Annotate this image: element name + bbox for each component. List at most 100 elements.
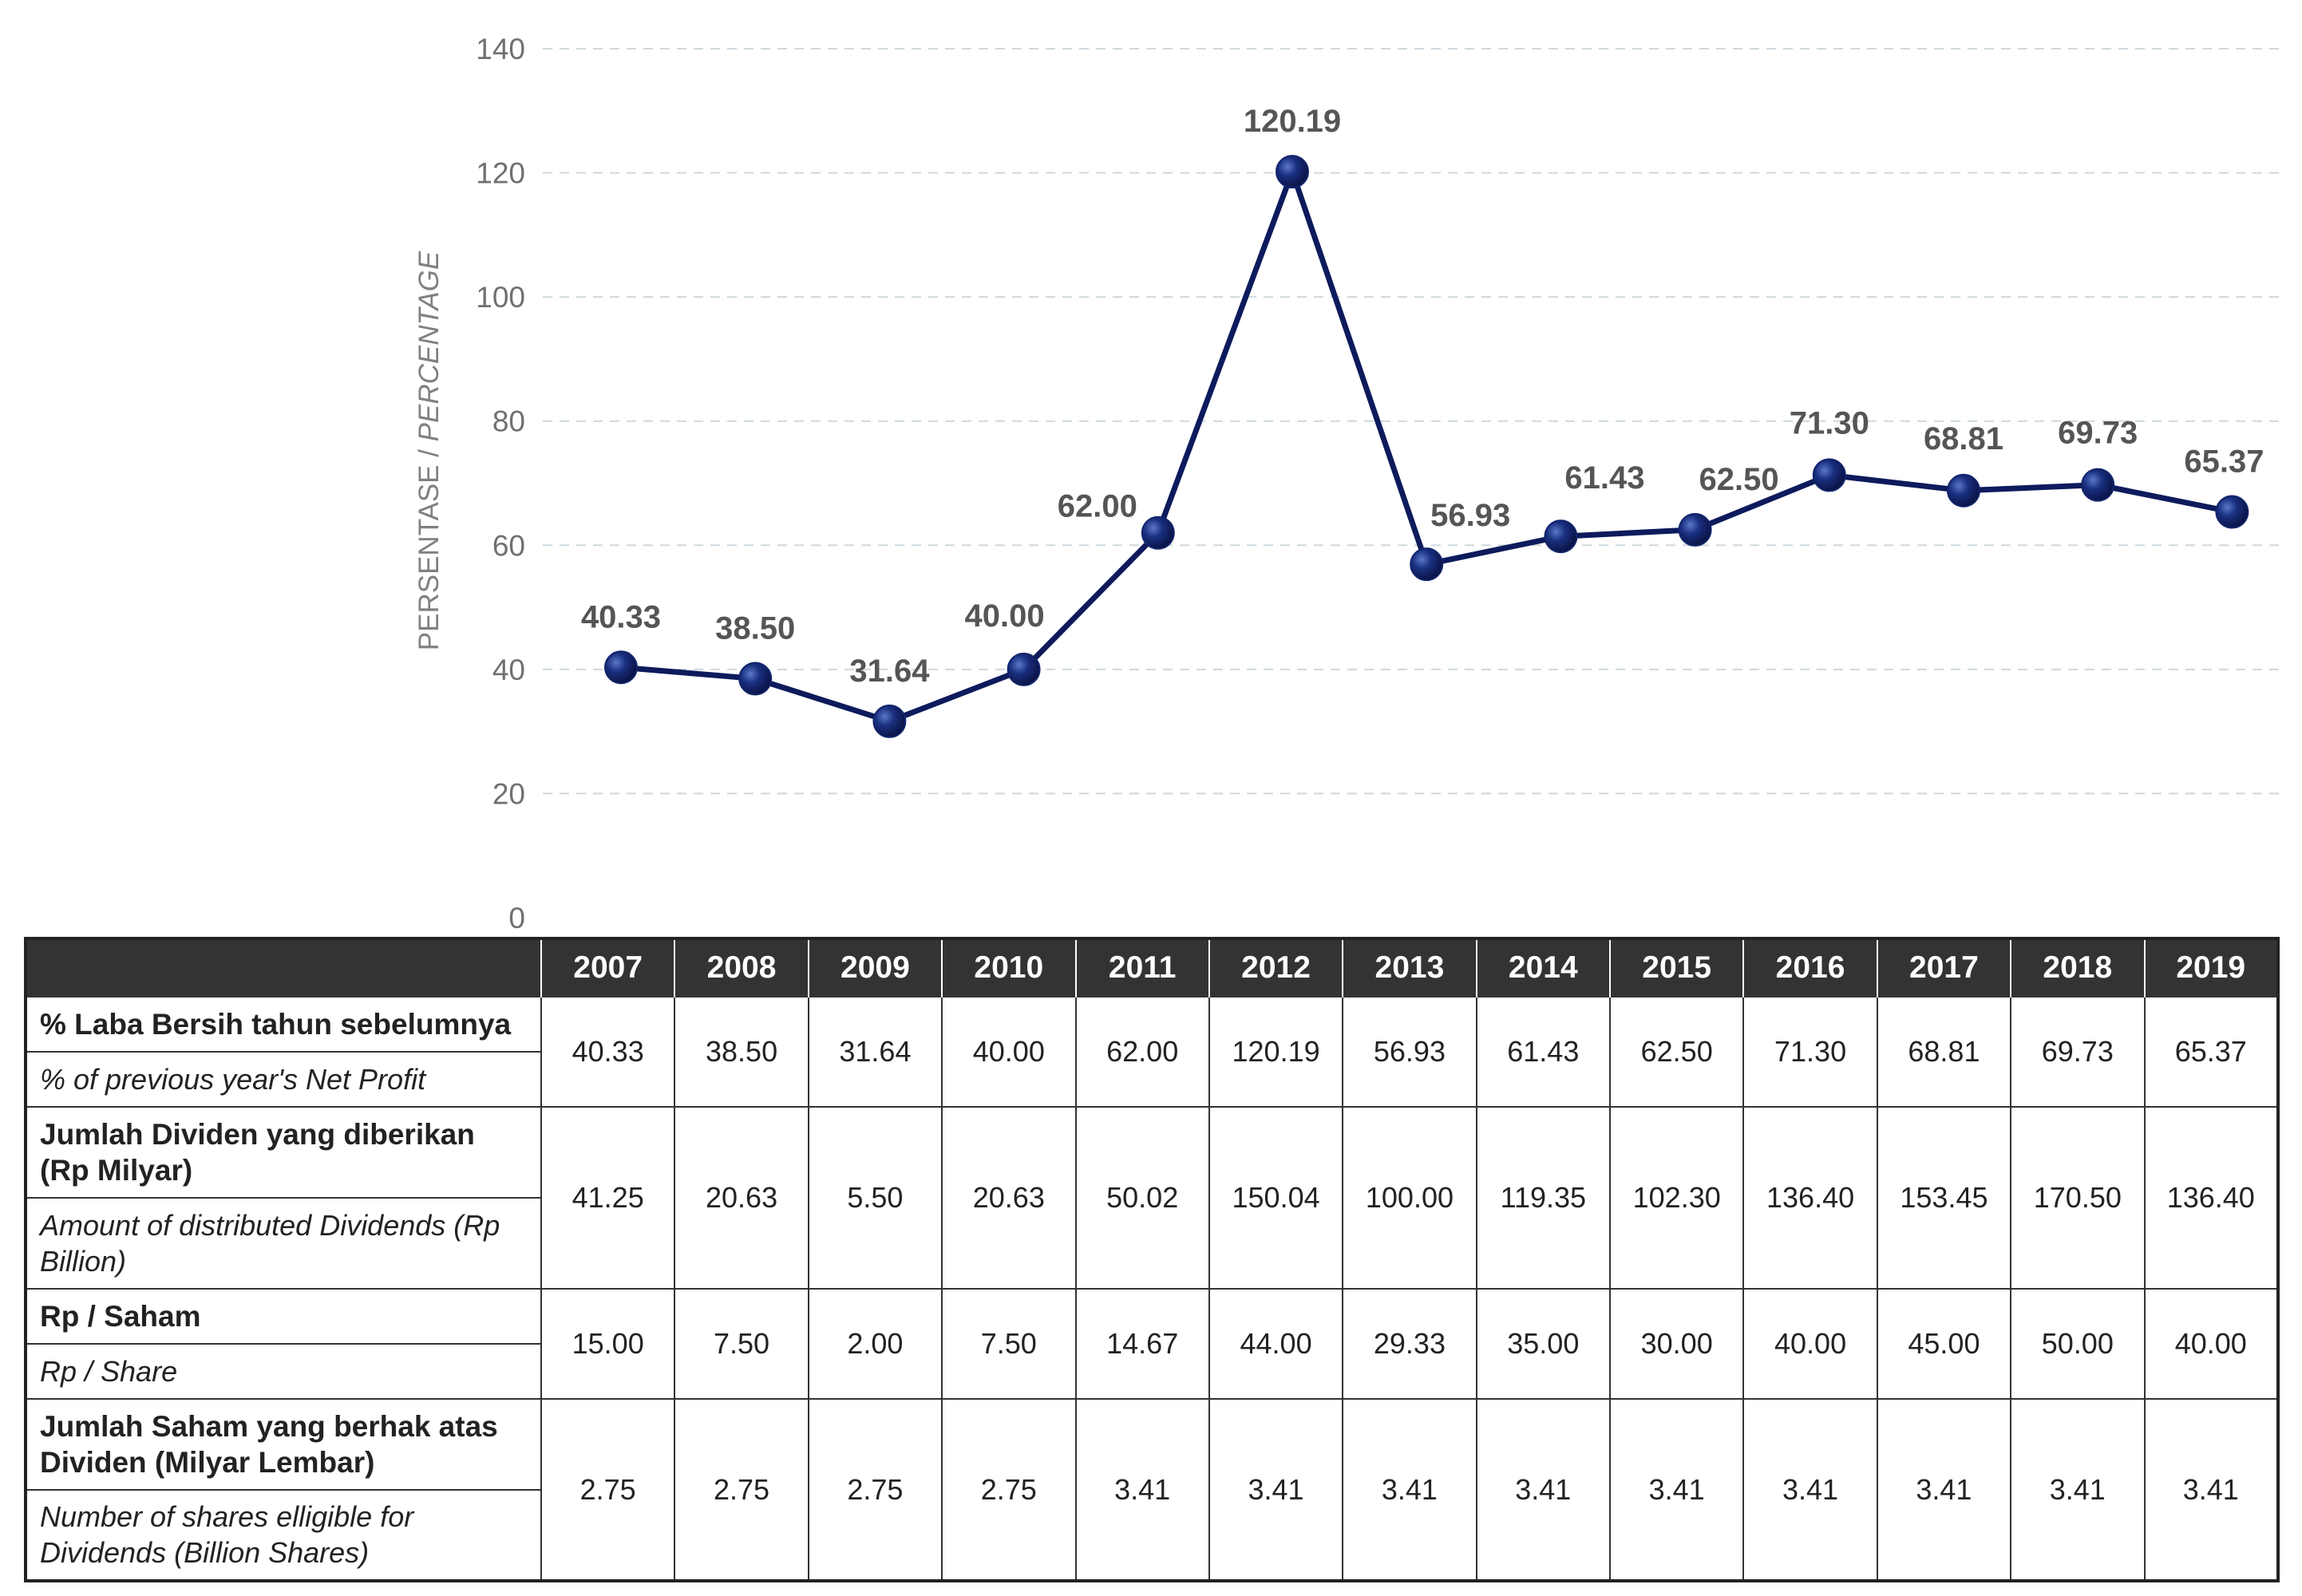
table-cell: 40.00 — [1742, 1288, 1878, 1400]
y-tick-label: 100 — [476, 281, 525, 314]
table-cell: 56.93 — [1342, 996, 1477, 1108]
data-point-marker — [1141, 516, 1175, 550]
data-value-label: 69.73 — [2058, 416, 2138, 451]
table-cell: 150.04 — [1208, 1106, 1344, 1290]
table-cell: 20.63 — [674, 1106, 809, 1290]
y-tick-label: 120 — [476, 157, 525, 190]
table-row-eligible-shares: Jumlah Saham yang berhak atas Dividen (M… — [25, 1398, 2279, 1582]
data-point-marker — [1947, 473, 1980, 508]
data-value-label: 40.00 — [965, 598, 1045, 634]
row-label-english: Number of shares elligible for Dividends… — [40, 1500, 414, 1570]
year-header: 2015 — [1608, 938, 1744, 997]
table-cell: 3.41 — [2010, 1398, 2146, 1582]
year-header: 2017 — [1876, 938, 2011, 997]
table-cell: 136.40 — [2143, 1106, 2279, 1290]
dividend-payout-chart: 0 20 40 60 80 100 120 140 PERSENTASE / PERCENTA… — [413, 33, 2280, 934]
table-cell: 41.25 — [540, 1106, 676, 1290]
year-header: 2011 — [1074, 938, 1209, 997]
table-cell: 3.41 — [1742, 1398, 1878, 1582]
table-cell: 7.50 — [674, 1288, 809, 1400]
table-cell: 71.30 — [1742, 996, 1878, 1108]
table-cell: 2.00 — [807, 1288, 943, 1400]
table-cell: 3.41 — [2143, 1398, 2279, 1582]
gridlines — [543, 48, 2280, 795]
y-tick-label: 40 — [492, 654, 525, 686]
data-point-marker — [1544, 519, 1578, 554]
y-tick-label: 60 — [492, 529, 525, 562]
data-point-marker — [1007, 652, 1041, 686]
table-cell: 30.00 — [1608, 1288, 1745, 1400]
row-label-english: Amount of distributed Dividends (Rp Bill… — [40, 1209, 500, 1278]
table-cell: 20.63 — [941, 1106, 1077, 1290]
table-cell: 102.30 — [1608, 1106, 1745, 1290]
table-cell: 40.00 — [941, 996, 1077, 1108]
data-value-label: 62.50 — [1699, 462, 1779, 497]
table-cell: 3.41 — [1475, 1398, 1612, 1582]
data-point-marker — [738, 662, 773, 696]
table-cell: 31.64 — [807, 996, 943, 1108]
y-tick-label: 0 — [508, 902, 525, 934]
row-label-indonesian: Jumlah Saham yang berhak atas Dividen (M… — [27, 1400, 540, 1491]
table-cell: 35.00 — [1475, 1288, 1612, 1400]
table-cell: 2.75 — [674, 1398, 809, 1582]
year-header: 2016 — [1742, 938, 1877, 997]
table-cell: 2.75 — [807, 1398, 943, 1582]
table-cell: 120.19 — [1208, 996, 1344, 1108]
data-point-marker — [1812, 458, 1846, 492]
dividend-data-table: 2007 2008 2009 2010 2011 2012 2013 2014 … — [24, 937, 2280, 1582]
table-cell: 5.50 — [807, 1106, 943, 1290]
data-markers — [604, 155, 2249, 738]
row-label-indonesian: Jumlah Dividen yang diberikan (Rp Milyar… — [27, 1108, 540, 1199]
table-cell: 14.67 — [1074, 1288, 1210, 1400]
table-row-rp-per-share: Rp / Saham Rp / Share 15.00 7.50 2.00 7.… — [25, 1288, 2279, 1400]
row-label-english: Rp / Share — [40, 1355, 178, 1388]
data-value-label: 56.93 — [1430, 498, 1510, 533]
table-cell: 3.41 — [1208, 1398, 1344, 1582]
data-value-label: 62.00 — [1058, 489, 1137, 524]
data-point-marker — [2081, 468, 2115, 502]
data-value-label: 40.33 — [581, 599, 661, 634]
year-header: 2008 — [674, 938, 809, 997]
table-cell: 2.75 — [540, 1398, 676, 1582]
table-cell: 3.41 — [1876, 1398, 2012, 1582]
y-axis-ticks: 0 20 40 60 80 100 120 140 — [476, 33, 525, 934]
y-tick-label: 80 — [492, 405, 525, 438]
year-header: 2018 — [2010, 938, 2145, 997]
row-label: Rp / Saham Rp / Share — [25, 1288, 542, 1400]
table-cell: 62.00 — [1074, 996, 1210, 1108]
table-cell: 3.41 — [1608, 1398, 1745, 1582]
table-cell: 153.45 — [1876, 1106, 2012, 1290]
row-label: Jumlah Dividen yang diberikan (Rp Milyar… — [25, 1106, 542, 1290]
table-cell: 3.41 — [1342, 1398, 1477, 1582]
year-header: 2009 — [807, 938, 943, 997]
data-value-label: 120.19 — [1244, 104, 1341, 139]
data-value-label: 71.30 — [1790, 405, 1869, 440]
table-cell: 170.50 — [2010, 1106, 2146, 1290]
table-cell: 44.00 — [1208, 1288, 1344, 1400]
table-cell: 50.00 — [2010, 1288, 2146, 1400]
table-cell: 119.35 — [1475, 1106, 1612, 1290]
data-value-label: 38.50 — [715, 611, 795, 646]
table-cell: 61.43 — [1475, 996, 1612, 1108]
row-label-indonesian: Rp / Saham — [27, 1290, 540, 1345]
table-corner-cell — [26, 938, 541, 997]
row-label: % Laba Bersih tahun sebelumnya % of prev… — [25, 996, 542, 1108]
table-cell: 7.50 — [941, 1288, 1077, 1400]
row-label-english: % of previous year's Net Profit — [40, 1063, 426, 1096]
year-header: 2019 — [2143, 938, 2278, 997]
table-cell: 136.40 — [1742, 1106, 1878, 1290]
table-cell: 69.73 — [2010, 996, 2146, 1108]
data-point-marker — [604, 650, 638, 685]
table-cell: 100.00 — [1342, 1106, 1477, 1290]
row-label-indonesian: % Laba Bersih tahun sebelumnya — [27, 998, 540, 1053]
year-header: 2014 — [1475, 938, 1610, 997]
data-point-marker — [1410, 547, 1444, 582]
data-value-label: 68.81 — [1924, 421, 2003, 456]
data-value-label: 65.37 — [2184, 444, 2264, 480]
table-cell: 65.37 — [2143, 996, 2279, 1108]
table-cell: 2.75 — [941, 1398, 1077, 1582]
table-cell: 50.02 — [1074, 1106, 1210, 1290]
year-header: 2013 — [1342, 938, 1477, 997]
table-cell: 68.81 — [1876, 996, 2012, 1108]
data-value-label: 31.64 — [849, 654, 930, 689]
